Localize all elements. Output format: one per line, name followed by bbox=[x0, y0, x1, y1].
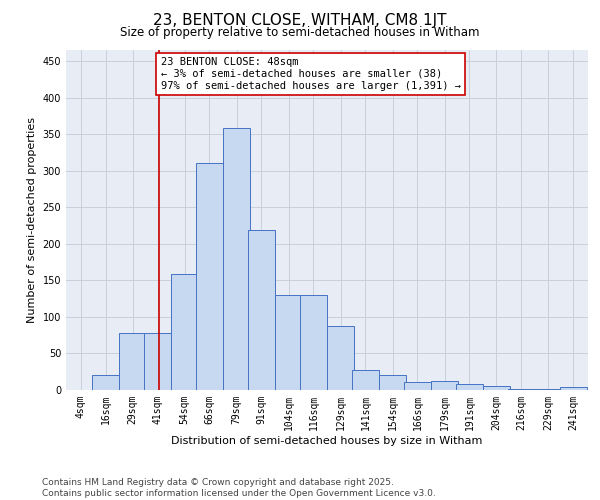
Bar bbox=[196, 164, 223, 390]
Bar bbox=[483, 386, 510, 390]
Bar bbox=[223, 128, 250, 390]
Bar bbox=[508, 388, 535, 390]
Bar bbox=[456, 384, 482, 390]
Text: 23 BENTON CLOSE: 48sqm
← 3% of semi-detached houses are smaller (38)
97% of semi: 23 BENTON CLOSE: 48sqm ← 3% of semi-deta… bbox=[161, 58, 461, 90]
Bar bbox=[145, 333, 171, 390]
Text: 23, BENTON CLOSE, WITHAM, CM8 1JT: 23, BENTON CLOSE, WITHAM, CM8 1JT bbox=[153, 12, 447, 28]
Bar bbox=[352, 370, 379, 390]
Bar bbox=[248, 230, 275, 390]
Bar bbox=[275, 295, 302, 390]
Bar bbox=[300, 295, 326, 390]
Bar bbox=[92, 376, 119, 390]
Bar bbox=[560, 387, 587, 390]
Text: Contains HM Land Registry data © Crown copyright and database right 2025.
Contai: Contains HM Land Registry data © Crown c… bbox=[42, 478, 436, 498]
Bar bbox=[431, 381, 458, 390]
Text: Size of property relative to semi-detached houses in Witham: Size of property relative to semi-detach… bbox=[120, 26, 480, 39]
Y-axis label: Number of semi-detached properties: Number of semi-detached properties bbox=[27, 117, 37, 323]
Bar bbox=[379, 374, 406, 390]
Bar bbox=[119, 333, 146, 390]
Bar bbox=[328, 326, 354, 390]
Bar bbox=[172, 274, 198, 390]
X-axis label: Distribution of semi-detached houses by size in Witham: Distribution of semi-detached houses by … bbox=[172, 436, 482, 446]
Bar bbox=[404, 382, 431, 390]
